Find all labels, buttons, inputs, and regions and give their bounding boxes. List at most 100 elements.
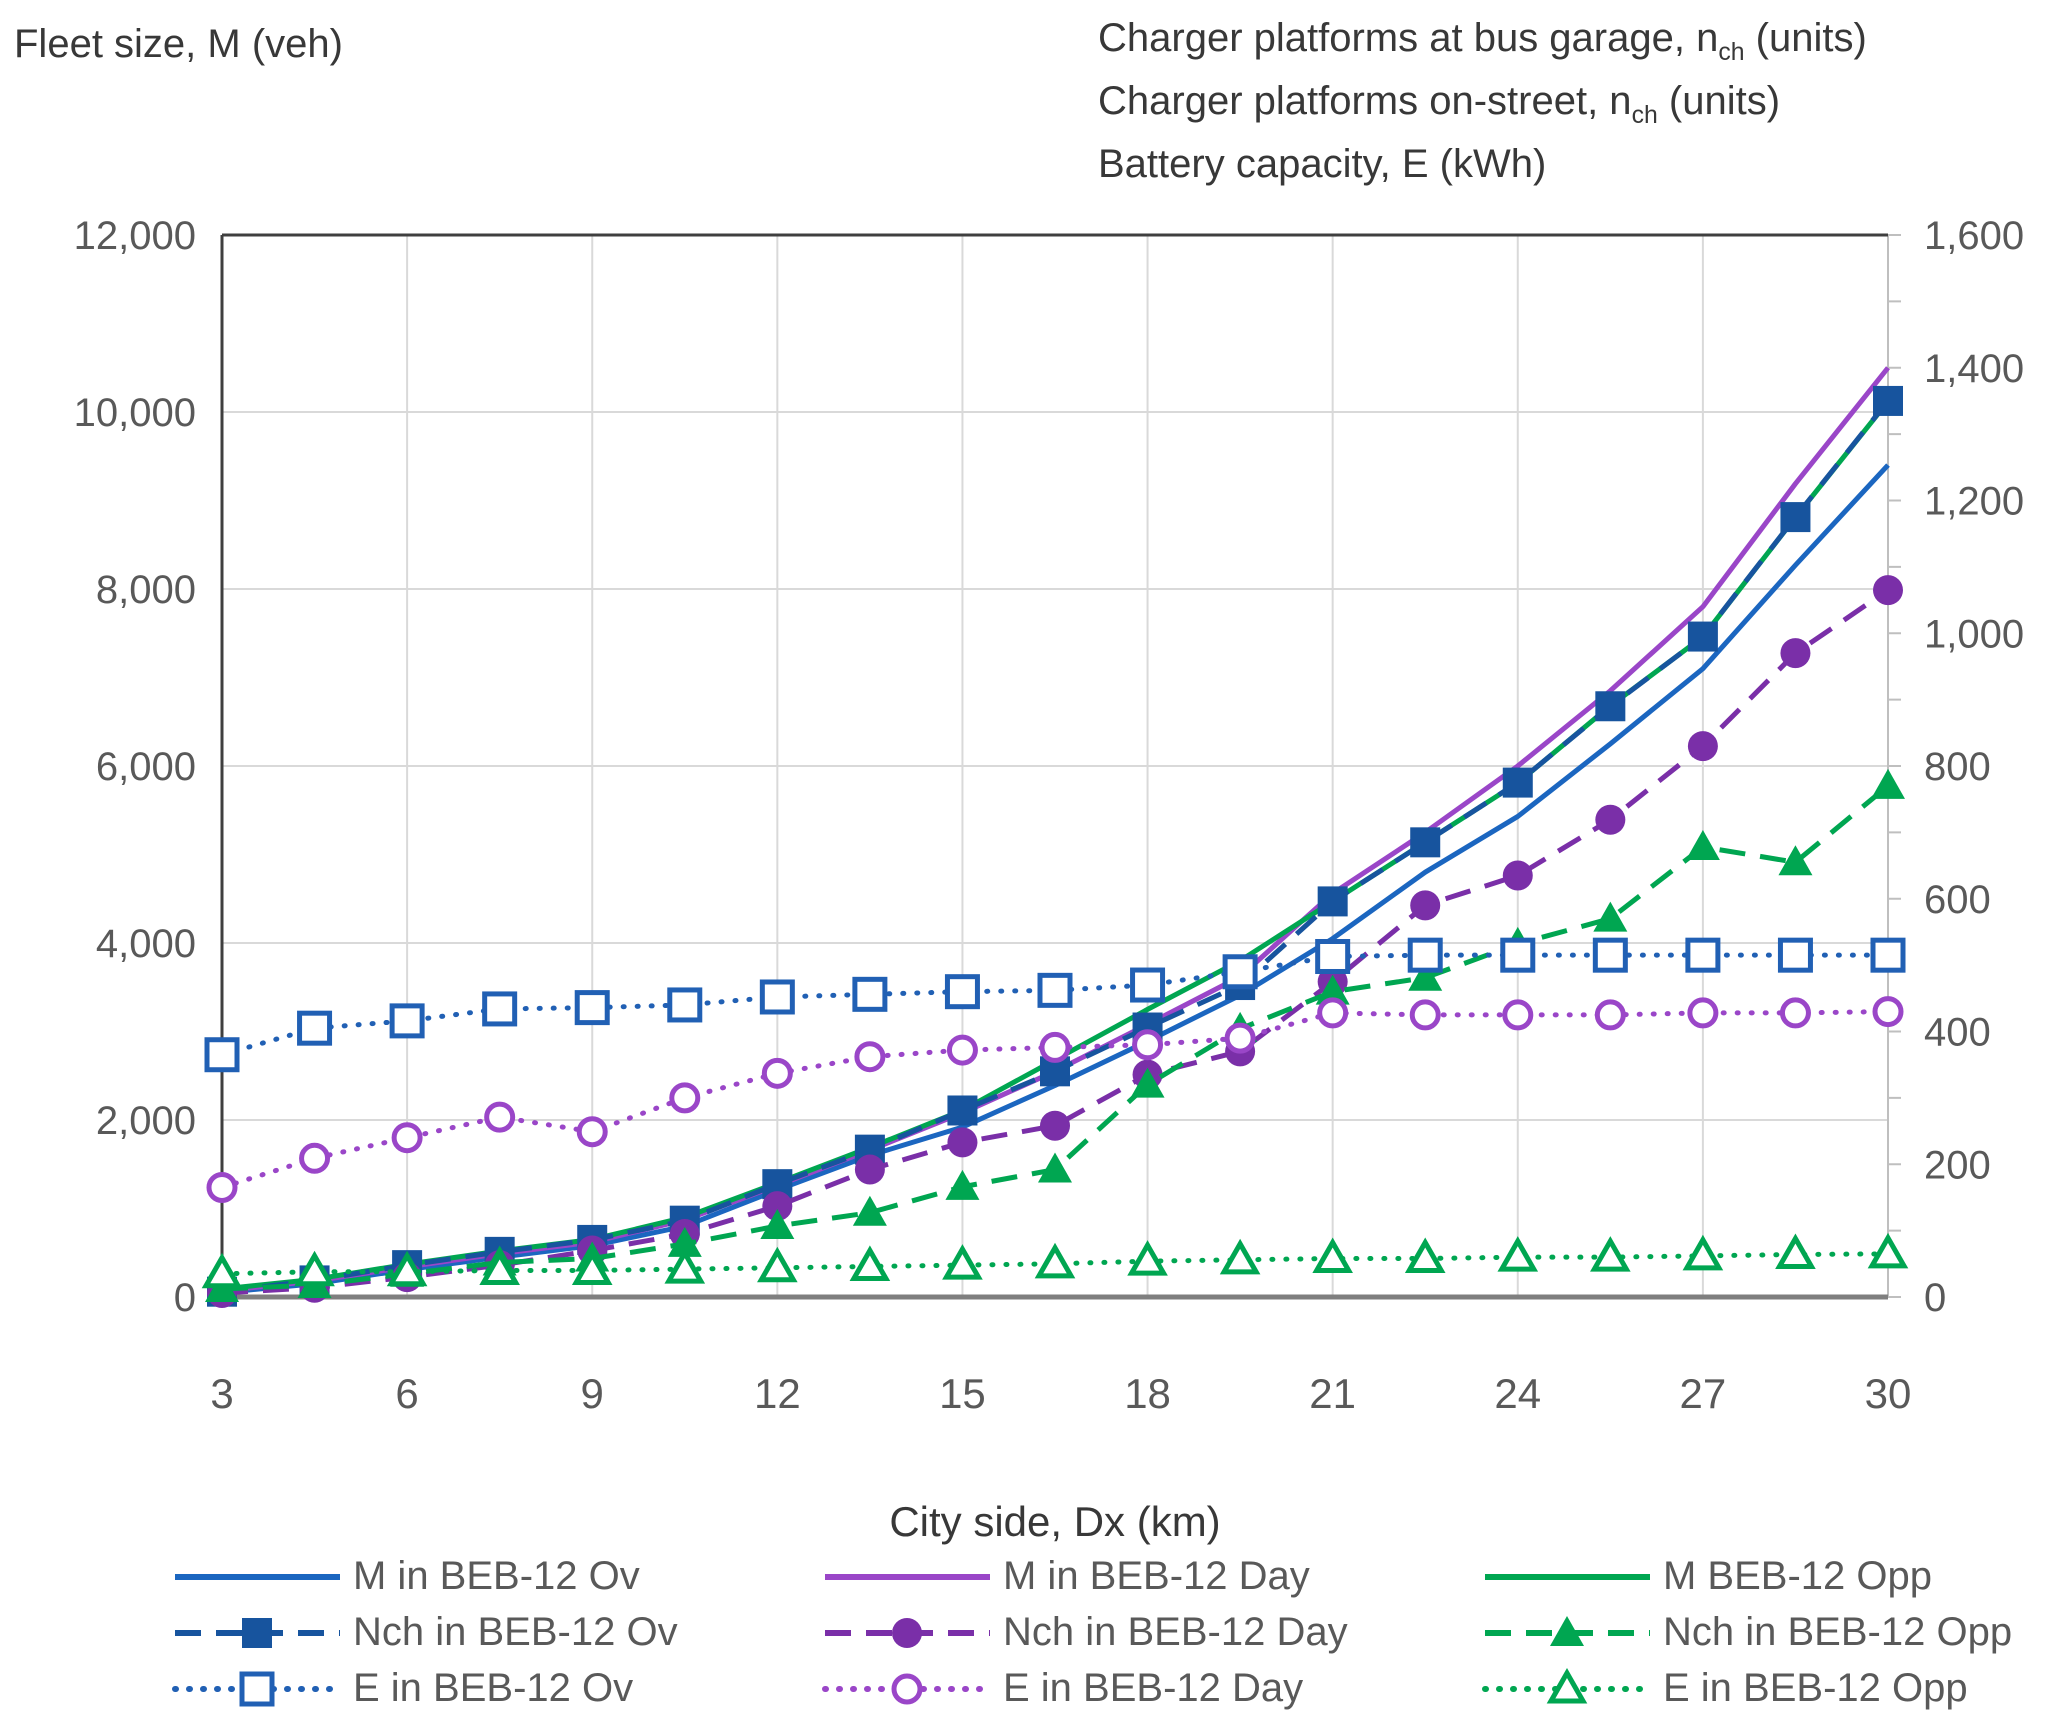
series-marker-nch_ov: [1502, 767, 1533, 798]
left-axis-title: Fleet size, M (veh): [14, 22, 343, 66]
series-marker-nch_day: [1410, 890, 1441, 921]
x-axis-tick-label: 12: [754, 1370, 801, 1417]
x-axis-tick-label: 9: [581, 1370, 604, 1417]
series-marker-nch_ov: [947, 1095, 978, 1126]
series-marker-nch_day: [762, 1191, 793, 1222]
x-axis-tick-label: 18: [1124, 1370, 1171, 1417]
series-marker-nch_ov: [1595, 691, 1626, 722]
series-marker-e_ov: [759, 979, 795, 1015]
series-marker-e_day: [1594, 999, 1626, 1031]
series-marker-nch_opp: [1130, 1067, 1165, 1098]
x-axis-tick-label: 30: [1865, 1370, 1912, 1417]
x-axis-tick-label: 3: [210, 1370, 233, 1417]
legend-swatch-nch_ov: [175, 1618, 340, 1648]
series-marker-e_opp: [1034, 1242, 1076, 1279]
series-marker-e_opp: [664, 1248, 706, 1284]
series-marker-nch_opp: [667, 1226, 702, 1257]
right-axis-tick-label: 0: [1924, 1276, 1946, 1320]
legend-item-e_ov: E in BEB-12 Ov: [170, 1660, 820, 1716]
right-axis-title-line-2: Charger platforms on-street, nch (units): [1098, 79, 1781, 129]
legend-marker-nch_opp: [1550, 1616, 1584, 1646]
series-marker-e_ov: [204, 1037, 240, 1073]
series-marker-nch_ov: [1410, 827, 1441, 858]
series-marker-e_opp: [1775, 1233, 1816, 1270]
legend-label-e_ov: E in BEB-12 Ov: [353, 1665, 634, 1710]
series-marker-nch_day: [1502, 860, 1533, 891]
series-marker-e_opp: [1590, 1236, 1631, 1272]
series-marker-e_day: [761, 1057, 793, 1089]
series-marker-e_ov: [574, 990, 610, 1026]
legend-swatch-e_ov: [172, 1671, 343, 1707]
series-marker-nch_ov: [1687, 621, 1718, 652]
series-marker-nch_day: [1687, 731, 1718, 762]
series-marker-e_day: [1502, 999, 1534, 1031]
legend-marker-nch_ov: [242, 1618, 272, 1648]
series-marker-nch_day: [947, 1127, 978, 1158]
series-marker-e_opp: [1127, 1240, 1168, 1276]
series-marker-e_ov: [1407, 937, 1443, 973]
legend-item-nch_day: Nch in BEB-12 Day: [820, 1604, 1480, 1660]
series-marker-e_ov: [852, 976, 888, 1012]
x-axis-tick-label: 6: [395, 1370, 418, 1417]
series-marker-e_opp: [1219, 1238, 1261, 1275]
series-marker-e_ov: [1500, 937, 1536, 973]
series-marker-e_day: [946, 1034, 978, 1066]
legend-item-m_day: M in BEB-12 Day: [820, 1548, 1480, 1604]
legend-column-2: M in BEB-12 Day Nch in BEB-12 Day E in BEB…: [820, 1548, 1480, 1716]
legend-item-nch_ov: Nch in BEB-12 Ov: [170, 1604, 820, 1660]
series-marker-nch_day: [1873, 575, 1903, 606]
series-marker-e_day: [854, 1041, 886, 1073]
right-axis-tick-label: 1,400: [1924, 347, 2024, 391]
x-axis-title: City side, Dx (km): [889, 1498, 1221, 1545]
legend-label-m_opp: M BEB-12 Opp: [1663, 1553, 1933, 1598]
series-marker-e_day: [1687, 997, 1719, 1029]
legend-item-e_day: E in BEB-12 Day: [820, 1660, 1480, 1716]
series-marker-nch_opp: [945, 1169, 980, 1200]
right-axis-title: Charger platforms at bus garage, nch (un…: [1098, 14, 1867, 203]
right-axis-tick-label: 800: [1924, 745, 1991, 789]
right-axis-tick-label: 600: [1924, 878, 1991, 922]
series-line-m_day: [221, 366, 1890, 1294]
legend-swatch-nch_opp: [1485, 1616, 1650, 1646]
left-axis-tick-label: 12,000: [74, 214, 196, 258]
series-marker-e_day: [576, 1116, 608, 1148]
legend-swatch-m_opp: [1485, 1574, 1650, 1580]
legend-swatch-m_ov: [175, 1574, 340, 1580]
series-marker-e_day: [1409, 999, 1441, 1031]
series-marker-e_opp: [201, 1252, 243, 1289]
series-marker-e_ov: [1222, 954, 1258, 990]
x-axis-tick-label: 15: [939, 1370, 986, 1417]
left-axis-tick-label: 2,000: [96, 1099, 196, 1143]
series-marker-e_opp: [1867, 1232, 1909, 1269]
series-marker-e_day: [206, 1171, 238, 1203]
series-marker-e_ov: [667, 987, 703, 1023]
left-axis-tick-label: 10,000: [74, 391, 196, 435]
series-marker-nch_opp: [760, 1208, 795, 1239]
series-marker-nch_opp: [1778, 845, 1813, 876]
legend-swatch-m_day: [825, 1574, 990, 1580]
series-marker-nch_ov: [1317, 886, 1348, 917]
legend-column-3: M BEB-12 Opp Nch in BEB-12 Opp E in BEB-12…: [1480, 1548, 2040, 1716]
series-marker-e_day: [391, 1122, 423, 1154]
series-marker-e_ov: [389, 1003, 425, 1039]
left-axis-tick-label: 8,000: [96, 568, 196, 612]
series-marker-e_ov: [1037, 972, 1073, 1008]
series-marker-nch_opp: [1871, 768, 1905, 799]
series-marker-e_opp: [942, 1244, 983, 1280]
series-marker-e_day: [1132, 1029, 1164, 1061]
series-marker-e_ov: [482, 991, 518, 1027]
right-axis-tick-label: 1,200: [1924, 480, 2024, 524]
x-axis-tick-label: 21: [1309, 1370, 1356, 1417]
series-marker-nch_opp: [1408, 960, 1443, 991]
series-line-nch_day: [221, 588, 1890, 1296]
series-marker-nch_day: [854, 1154, 885, 1185]
series-marker-nch_day: [1780, 638, 1811, 669]
series-marker-e_ov: [1870, 937, 1906, 973]
legend-item-m_opp: M BEB-12 Opp: [1480, 1548, 2040, 1604]
series-marker-e_ov: [1777, 937, 1813, 973]
legend-item-m_ov: M in BEB-12 Ov: [170, 1548, 820, 1604]
legend-label-e_day: E in BEB-12 Day: [1003, 1665, 1304, 1710]
series-marker-nch_opp: [1593, 901, 1628, 932]
x-axis-tick-label: 27: [1680, 1370, 1727, 1417]
series-marker-e_day: [1872, 996, 1904, 1028]
